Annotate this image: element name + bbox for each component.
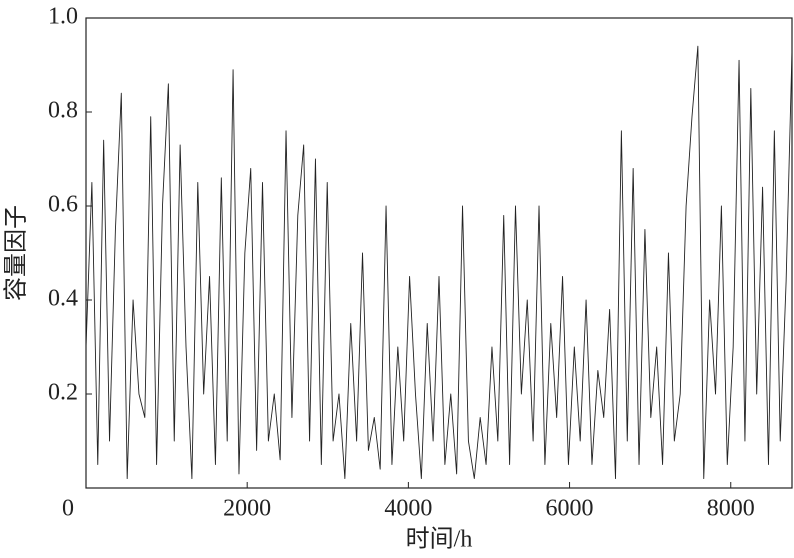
x-axis-label: 时间/h — [406, 526, 473, 553]
x-tick-label: 0 — [62, 496, 74, 522]
plot-frame — [85, 17, 793, 489]
y-tick-label: 0.2 — [48, 380, 78, 406]
x-tick-label: 2000 — [223, 496, 271, 522]
data-line — [85, 45, 793, 480]
x-tick-label: 8000 — [707, 496, 755, 522]
x-tick-label: 6000 — [546, 496, 594, 522]
y-tick-label: 1.0 — [48, 4, 78, 30]
y-tick-label: 0.8 — [48, 98, 78, 124]
y-tick-label: 0.6 — [48, 192, 78, 218]
y-tick-label: 0.4 — [48, 286, 78, 312]
y-axis-label: 容量因子 — [3, 205, 30, 301]
x-tick-label: 4000 — [384, 496, 432, 522]
